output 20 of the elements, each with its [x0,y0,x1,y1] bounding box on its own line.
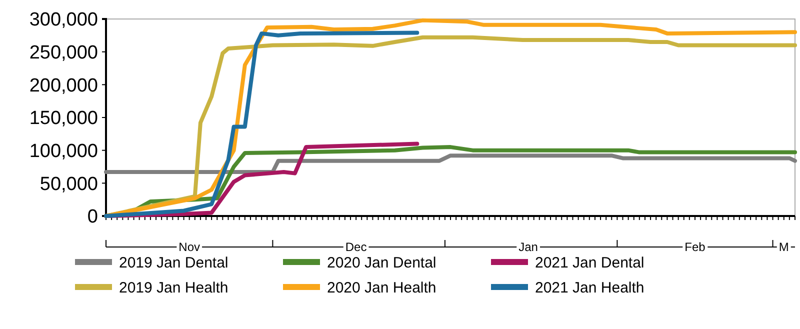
y-tick-label: 100,000 [29,140,98,162]
y-tick-label: 150,000 [29,108,98,130]
y-tick-label: 250,000 [29,42,98,64]
x-tick-label: Nov [178,240,200,254]
legend-label: 2021 Jan Health [535,279,644,296]
y-tick-label: 0 [87,206,98,228]
legend-label: 2019 Jan Dental [119,254,228,272]
x-tick-label: Jan [518,240,538,254]
x-tick-label: Feb [684,240,706,254]
legend-label: 2020 Jan Health [327,279,436,296]
line-series [104,154,797,174]
y-tick-label: 50,000 [40,174,98,195]
line-series [104,30,420,218]
y-tick-label: 200,000 [29,75,98,96]
legend-label: 2019 Jan Health [119,279,228,296]
x-tick-label: M [778,240,789,254]
y-tick-label: 300,000 [29,10,98,31]
x-tick-label: Dec [345,240,367,254]
legend-label: 2020 Jan Dental [327,254,436,272]
legend-label: 2021 Jan Dental [535,254,644,272]
